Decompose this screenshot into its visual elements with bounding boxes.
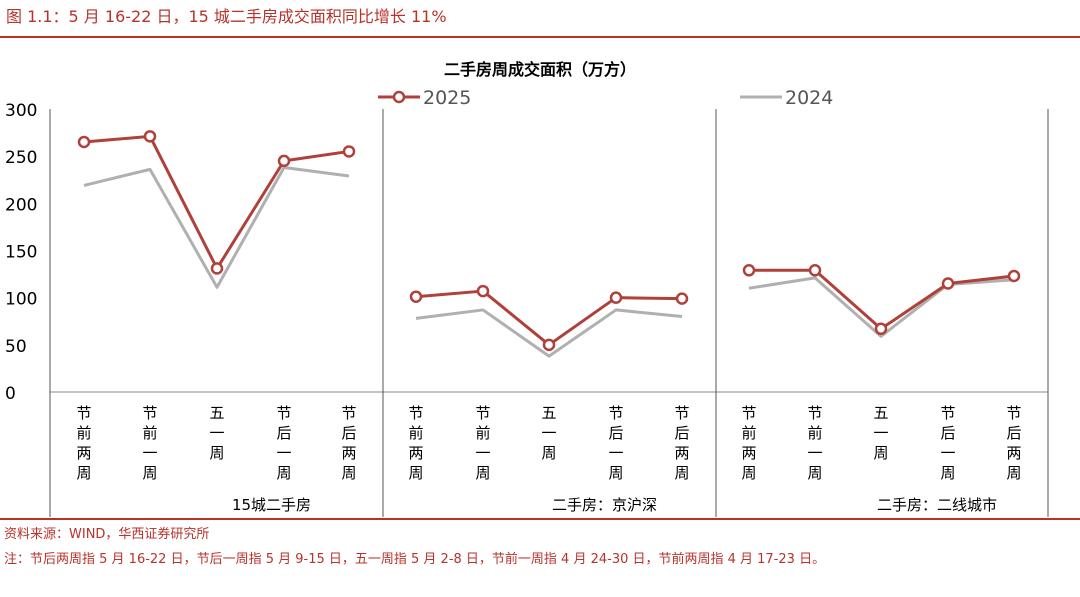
y-tick-label: 250 — [5, 148, 37, 168]
series-2025-point — [742, 264, 756, 277]
series-2025-point — [277, 154, 291, 168]
note-text: 注：节后两周指 5 月 16-22 日，节后一周指 5 月 9-15 日，五一周… — [4, 552, 826, 567]
series-2025-point — [542, 338, 556, 352]
legend-2025-label: 2025 — [423, 87, 471, 109]
x-tick-label: 节后两周 — [1006, 404, 1021, 482]
x-tick-label: 节后两周 — [674, 404, 689, 482]
series-2025-point — [808, 264, 822, 277]
y-tick-label: 200 — [5, 195, 37, 215]
x-tick-label: 节前一周 — [475, 404, 490, 482]
chart-title: 二手房周成交面积（万方） — [444, 60, 636, 79]
x-tick-label: 节后两周 — [341, 404, 356, 482]
series-2024-line — [83, 165, 350, 289]
series-2025-point — [409, 290, 423, 303]
series-2025-point — [675, 292, 689, 305]
title-rule — [0, 36, 1080, 38]
x-tick-label: 五一周 — [873, 404, 888, 462]
y-tick-label: 150 — [5, 243, 37, 263]
figure-title: 图 1.1：5 月 16-22 日，15 城二手房成交面积同比增长 11% — [6, 7, 447, 26]
x-tick-label: 节后一周 — [608, 404, 623, 482]
series-2025-point — [941, 277, 955, 290]
source-text: 资料来源：WIND，华西证券研究所 — [4, 527, 210, 542]
series-2025-point — [210, 262, 224, 275]
series-2025-point — [476, 284, 490, 298]
legend-2025-marker — [392, 90, 406, 104]
panel-label: 二手房：二线城市 — [877, 496, 997, 514]
x-tick-label: 节后一周 — [276, 404, 291, 482]
footer-rule — [0, 518, 1080, 520]
series-2025-point — [1007, 269, 1021, 283]
series-2024-line — [415, 308, 683, 358]
series-2025-point — [143, 130, 157, 143]
x-tick-label: 节前一周 — [142, 404, 157, 482]
series-2025-line — [83, 134, 350, 270]
y-tick-label: 0 — [5, 384, 16, 404]
series-2025-point — [609, 291, 623, 304]
legend-2024-label: 2024 — [785, 87, 833, 109]
line-chart: 二手房周成交面积（万方） 2025 2024 0 50 100 150 200 250 300 节前… — [5, 60, 1049, 517]
y-tick-label: 50 — [5, 337, 27, 357]
series-2024-line — [748, 276, 1015, 338]
series-2025-line — [415, 289, 683, 347]
panel-label: 15城二手房 — [232, 496, 311, 514]
series-2025-line — [749, 268, 1015, 331]
x-tick-label: 节前两周 — [408, 404, 423, 482]
y-tick-label: 100 — [5, 290, 37, 310]
series-2025-point — [874, 322, 888, 336]
x-tick-label: 五一周 — [541, 404, 556, 462]
series-2025-point — [342, 145, 356, 158]
x-tick-label: 节前两周 — [76, 404, 91, 482]
x-tick-label: 节前一周 — [807, 404, 822, 482]
x-tick-label: 五一周 — [209, 404, 224, 462]
panel-label: 二手房：京沪深 — [552, 496, 657, 514]
x-tick-label: 节前两周 — [741, 404, 756, 482]
y-tick-label: 300 — [5, 101, 37, 121]
x-tick-label: 节后一周 — [940, 404, 955, 482]
series-2025-point — [77, 135, 91, 149]
